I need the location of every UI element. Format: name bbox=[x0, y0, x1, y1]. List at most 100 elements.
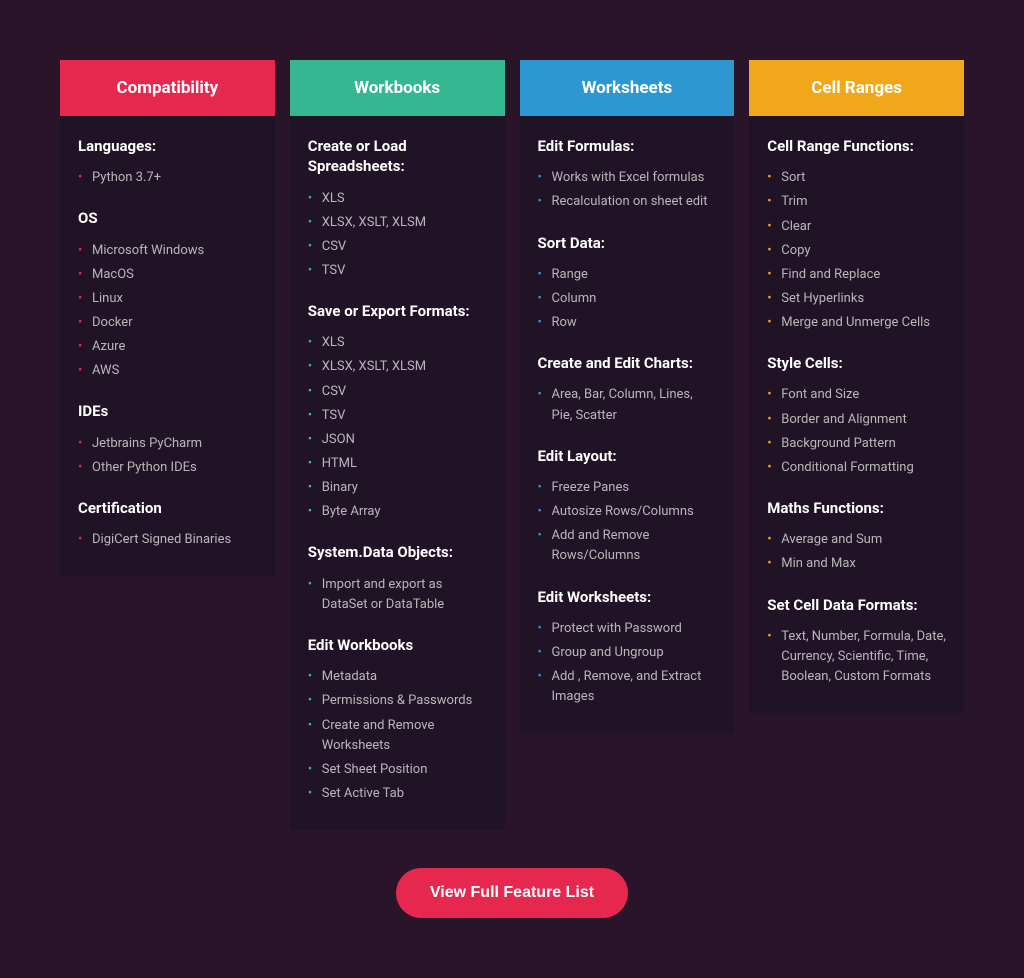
feature-item: HTML bbox=[308, 452, 487, 476]
feature-item: Find and Replace bbox=[767, 263, 946, 287]
section-title: IDEs bbox=[78, 401, 257, 421]
feature-item: Linux bbox=[78, 287, 257, 311]
feature-list: DigiCert Signed Binaries bbox=[78, 528, 257, 552]
feature-item: DigiCert Signed Binaries bbox=[78, 528, 257, 552]
section-title: Edit Workbooks bbox=[308, 635, 487, 655]
feature-item: Font and Size bbox=[767, 383, 946, 407]
feature-item: Border and Alignment bbox=[767, 408, 946, 432]
feature-item: Microsoft Windows bbox=[78, 239, 257, 263]
feature-list: Import and export as DataSet or DataTabl… bbox=[308, 573, 487, 617]
feature-list: Font and SizeBorder and AlignmentBackgro… bbox=[767, 383, 946, 480]
cta-wrap: View Full Feature List bbox=[60, 868, 964, 918]
feature-item: Byte Array bbox=[308, 500, 487, 524]
feature-item: AWS bbox=[78, 359, 257, 383]
section-title: Maths Functions: bbox=[767, 498, 946, 518]
section-title: Edit Worksheets: bbox=[538, 587, 717, 607]
feature-item: CSV bbox=[308, 380, 487, 404]
feature-item: Recalculation on sheet edit bbox=[538, 190, 717, 214]
feature-list: Microsoft WindowsMacOSLinuxDockerAzureAW… bbox=[78, 239, 257, 384]
section-title: Create and Edit Charts: bbox=[538, 353, 717, 373]
feature-item: Merge and Unmerge Cells bbox=[767, 311, 946, 335]
feature-list: MetadataPermissions & PasswordsCreate an… bbox=[308, 665, 487, 806]
feature-item: Background Pattern bbox=[767, 432, 946, 456]
feature-item: Add , Remove, and Extract Images bbox=[538, 665, 717, 709]
section-title: Save or Export Formats: bbox=[308, 301, 487, 321]
feature-item: Column bbox=[538, 287, 717, 311]
feature-list: RangeColumnRow bbox=[538, 263, 717, 335]
feature-item: JSON bbox=[308, 428, 487, 452]
column-header-workbooks: Workbooks bbox=[290, 60, 505, 116]
feature-item: TSV bbox=[308, 259, 487, 283]
feature-list: Python 3.7+ bbox=[78, 166, 257, 190]
feature-list: XLSXLSX, XSLT, XLSMCSVTSV bbox=[308, 187, 487, 284]
section-title: Style Cells: bbox=[767, 353, 946, 373]
feature-columns-grid: Compatibility Languages: Python 3.7+ OS Micr… bbox=[60, 60, 964, 830]
column-body-cellranges: Cell Range Functions: SortTrimClearCopyFi… bbox=[749, 116, 964, 713]
feature-list: Average and SumMin and Max bbox=[767, 528, 946, 576]
view-full-feature-list-button[interactable]: View Full Feature List bbox=[396, 868, 628, 918]
section-title: Cell Range Functions: bbox=[767, 136, 946, 156]
feature-item: Sort bbox=[767, 166, 946, 190]
feature-item: Min and Max bbox=[767, 552, 946, 576]
feature-item: Binary bbox=[308, 476, 487, 500]
feature-item: Create and Remove Worksheets bbox=[308, 714, 487, 758]
section-title: Edit Formulas: bbox=[538, 136, 717, 156]
feature-list: Protect with PasswordGroup and UngroupAd… bbox=[538, 617, 717, 710]
column-body-worksheets: Edit Formulas:Works with Excel formulasR… bbox=[520, 116, 735, 733]
section-title: Edit Layout: bbox=[538, 446, 717, 466]
feature-item: Range bbox=[538, 263, 717, 287]
feature-item: Set Active Tab bbox=[308, 782, 487, 806]
column-body-compatibility: Languages: Python 3.7+ OS Microsoft Windows… bbox=[60, 116, 275, 576]
feature-list: Freeze PanesAutosize Rows/ColumnsAdd and… bbox=[538, 476, 717, 569]
column-header-compatibility: Compatibility bbox=[60, 60, 275, 116]
section-title: Certification bbox=[78, 498, 257, 518]
feature-item: Average and Sum bbox=[767, 528, 946, 552]
feature-item: Works with Excel formulas bbox=[538, 166, 717, 190]
feature-item: Conditional Formatting bbox=[767, 456, 946, 480]
section-title: Sort Data: bbox=[538, 233, 717, 253]
feature-column-workbooks: Workbooks Create or Load Spreadsheets: XLS… bbox=[290, 60, 505, 830]
feature-column-worksheets: Worksheets Edit Formulas: Works with Excel… bbox=[520, 60, 735, 733]
feature-item: Metadata bbox=[308, 665, 487, 689]
feature-item: Azure bbox=[78, 335, 257, 359]
feature-item: Set Sheet Position bbox=[308, 758, 487, 782]
feature-item: Text, Number, Formula, Date, Currency, S… bbox=[767, 625, 946, 689]
feature-item: XLSX, XSLT, XLSM bbox=[308, 211, 487, 235]
column-header-cellranges: Cell Ranges bbox=[749, 60, 964, 116]
feature-item: Row bbox=[538, 311, 717, 335]
feature-item: Area, Bar, Column, Lines, Pie, Scatter bbox=[538, 383, 717, 427]
feature-item: TSV bbox=[308, 404, 487, 428]
feature-item: Copy bbox=[767, 239, 946, 263]
feature-item: Group and Ungroup bbox=[538, 641, 717, 665]
column-body-workbooks: Create or Load Spreadsheets:XLSXLSX, XSL… bbox=[290, 116, 505, 830]
feature-list: Area, Bar, Column, Lines, Pie, Scatter bbox=[538, 383, 717, 427]
feature-list: Jetbrains PyCharmOther Python IDEs bbox=[78, 432, 257, 480]
feature-item: Add and Remove Rows/Columns bbox=[538, 524, 717, 568]
feature-column-compatibility: Compatibility Languages: Python 3.7+ OS Micr… bbox=[60, 60, 275, 576]
feature-item: XLS bbox=[308, 187, 487, 211]
section-title: OS bbox=[78, 208, 257, 228]
feature-item: XLSX, XSLT, XLSM bbox=[308, 355, 487, 379]
feature-item: Docker bbox=[78, 311, 257, 335]
feature-item: Import and export as DataSet or DataTabl… bbox=[308, 573, 487, 617]
feature-list: Text, Number, Formula, Date, Currency, S… bbox=[767, 625, 946, 689]
feature-item: Jetbrains PyCharm bbox=[78, 432, 257, 456]
feature-item: Freeze Panes bbox=[538, 476, 717, 500]
feature-list: XLSXLSX, XSLT, XLSMCSVTSVJSONHTMLBinaryB… bbox=[308, 331, 487, 524]
column-header-worksheets: Worksheets bbox=[520, 60, 735, 116]
feature-list: SortTrimClearCopyFind and ReplaceSet Hyp… bbox=[767, 166, 946, 335]
section-title: Create or Load Spreadsheets: bbox=[308, 136, 487, 177]
feature-item: Set Hyperlinks bbox=[767, 287, 946, 311]
section-title: Languages: bbox=[78, 136, 257, 156]
feature-item: Clear bbox=[767, 215, 946, 239]
feature-column-cellranges: Cell Ranges Cell Range Functions: SortTrim… bbox=[749, 60, 964, 713]
feature-item: Protect with Password bbox=[538, 617, 717, 641]
feature-item: XLS bbox=[308, 331, 487, 355]
section-title: System.Data Objects: bbox=[308, 542, 487, 562]
section-title: Set Cell Data Formats: bbox=[767, 595, 946, 615]
feature-item: Python 3.7+ bbox=[78, 166, 257, 190]
feature-item: Trim bbox=[767, 190, 946, 214]
feature-item: CSV bbox=[308, 235, 487, 259]
feature-item: Other Python IDEs bbox=[78, 456, 257, 480]
feature-item: MacOS bbox=[78, 263, 257, 287]
